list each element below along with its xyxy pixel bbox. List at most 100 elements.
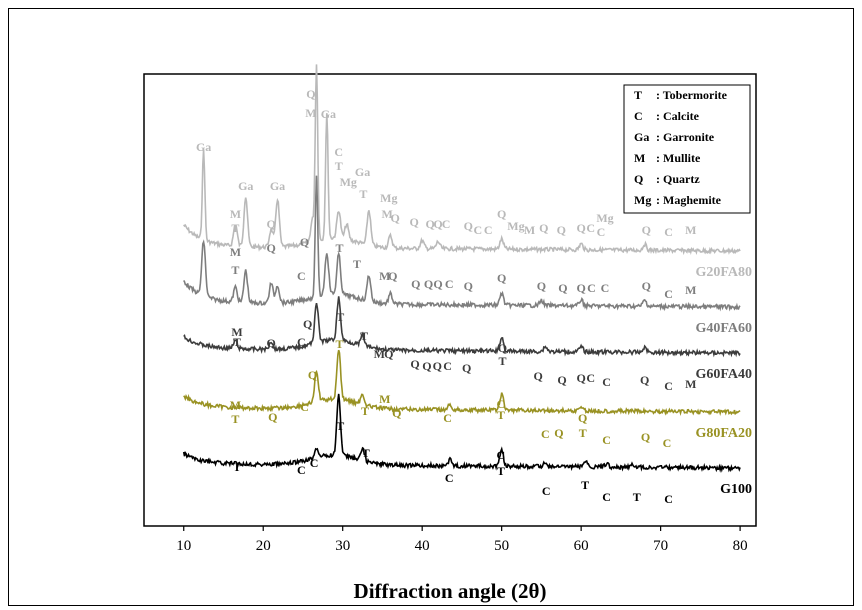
phase-label-q: Q (497, 207, 506, 221)
phase-label-q: Q (641, 430, 650, 444)
phase-label-ga: Ga (321, 107, 336, 121)
phase-label-q: Q (576, 221, 585, 235)
phase-label-q: Q (537, 279, 546, 293)
page-frame (8, 8, 854, 606)
phase-label-q: Q (306, 87, 315, 101)
phase-label-c: C (664, 492, 673, 506)
xrd-trace-g80fa20 (183, 349, 741, 417)
phase-label-q: Q (392, 406, 401, 420)
phase-label-m: M (230, 398, 241, 412)
xrd-trace-g40fa60 (183, 175, 741, 312)
phase-label-c: C (445, 277, 454, 291)
phase-label-q: Q (303, 317, 312, 331)
phase-label-t: T (335, 159, 343, 173)
phase-label-q: Q (410, 215, 419, 229)
series-name-g80fa20: G80FA20 (695, 426, 752, 441)
legend-symbol-ga: Ga (634, 130, 649, 144)
phase-label-q: Q (642, 223, 651, 237)
phase-label-q: Q (266, 217, 275, 231)
phase-label-ga: Ga (270, 179, 285, 193)
legend-label-maghemite: : Maghemite (656, 193, 722, 207)
phase-label-m: M (305, 106, 316, 120)
legend-symbol-t: T (634, 88, 642, 102)
phase-label-c: C (473, 223, 482, 237)
legend-label-calcite: : Calcite (656, 109, 700, 123)
phase-label-q: Q (498, 341, 507, 355)
legend-symbol-mg: Mg (634, 193, 651, 207)
legend: T: Tobermorite C: Calcite Ga: Garronite M: … (623, 84, 751, 214)
phase-label-mg: Mg (380, 191, 397, 205)
phase-label-c: C (664, 225, 673, 239)
phase-label-t: T (633, 490, 641, 504)
phase-label-ga: Ga (355, 165, 370, 179)
phase-label-t: T (233, 335, 241, 349)
phase-label-q: Q (576, 281, 585, 295)
x-tick-label-30: 30 (335, 538, 350, 554)
phase-label-q: Q (424, 277, 433, 291)
phase-label-c: C (310, 456, 319, 470)
phase-label-q: Q (464, 219, 473, 233)
phase-label-c: C (300, 400, 309, 414)
phase-label-q: Q (410, 357, 419, 371)
x-tick-label-10: 10 (176, 538, 191, 554)
phase-label-t: T (361, 404, 369, 418)
phase-label-q: Q (558, 281, 567, 295)
phase-label-q: Q (534, 369, 543, 383)
phase-label-c: C (542, 484, 551, 498)
phase-label-c: C (443, 359, 452, 373)
phase-label-c: C (602, 490, 611, 504)
phase-label-c: C (586, 371, 595, 385)
series-name-g20fa80: G20FA80 (695, 265, 752, 280)
phase-label-c: C (586, 221, 595, 235)
phase-label-c: C (442, 217, 451, 231)
phase-label-mg: Mg (596, 211, 613, 225)
phase-label-t: T (579, 426, 587, 440)
phase-label-t: T (497, 464, 505, 478)
phase-label-m: M (379, 392, 390, 406)
phase-label-q: Q (422, 359, 431, 373)
phase-label-c: C (297, 463, 306, 477)
phase-label-q: Q (642, 279, 651, 293)
phase-label-t: T (233, 460, 241, 474)
phase-label-c: C (602, 375, 611, 389)
x-tick-label-70: 70 (653, 538, 668, 554)
phase-label-c: C (597, 225, 606, 239)
phase-label-q: Q (578, 411, 587, 425)
phase-label-c: C (601, 281, 610, 295)
phase-label-c: C (663, 436, 672, 450)
phase-label-c: C (297, 269, 306, 283)
phase-label-q: Q (497, 271, 506, 285)
phase-label-c: C (497, 448, 506, 462)
phase-label-m: M (685, 377, 696, 391)
phase-label-m: M (382, 207, 393, 221)
phase-label-c: C (297, 335, 306, 349)
legend-label-mullite: : Mullite (656, 151, 701, 165)
phase-label-t: T (336, 310, 344, 324)
x-tick-label-80: 80 (733, 538, 748, 554)
phase-label-c: C (664, 287, 673, 301)
legend-symbol-c: C (634, 109, 643, 123)
phase-label-t: T (231, 263, 239, 277)
x-tick-label-60: 60 (574, 538, 589, 554)
phase-label-c: C (541, 427, 550, 441)
phase-label-t: T (231, 412, 239, 426)
phase-label-q: Q (425, 217, 434, 231)
phase-label-q: Q (554, 426, 563, 440)
legend-label-garronite: : Garronite (656, 130, 715, 144)
phase-label-t: T (336, 241, 344, 255)
phase-label-m: M (379, 269, 390, 283)
phase-label-t: T (360, 329, 368, 343)
phase-label-q: Q (411, 277, 420, 291)
phase-label-m: M (524, 223, 535, 237)
legend-label-tobermorite: : Tobermorite (656, 88, 728, 102)
series-name-g40fa60: G40FA60 (695, 321, 752, 336)
phase-label-q: Q (462, 361, 471, 375)
phase-label-c: C (334, 145, 343, 159)
xrd-trace-g100 (182, 393, 741, 473)
phase-label-m: M (231, 325, 242, 339)
phase-label-q: Q (268, 410, 277, 424)
